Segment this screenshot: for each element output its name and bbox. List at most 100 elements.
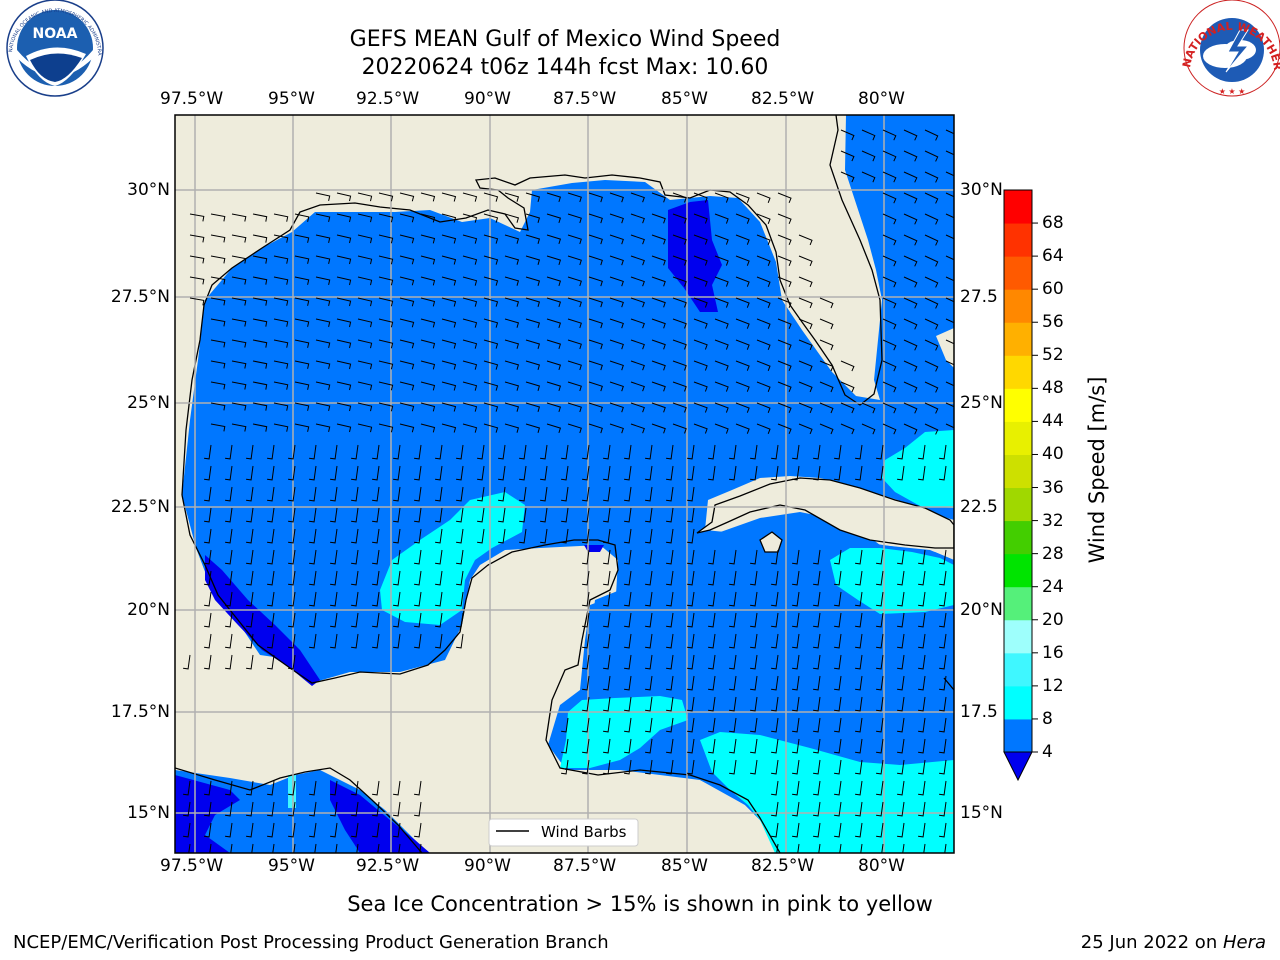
wind-barb — [708, 759, 716, 775]
lat-label-right: 17.5 — [960, 702, 998, 722]
colorbar-tick-label: 32 — [1042, 510, 1064, 531]
wind-barb — [729, 549, 737, 565]
wind-barb — [462, 234, 478, 244]
wind-barb — [756, 360, 771, 371]
wind-barb — [414, 780, 422, 796]
wind-barb — [918, 465, 926, 481]
wind-barb — [687, 759, 695, 775]
wind-barb — [420, 234, 436, 244]
wind-barb — [372, 549, 380, 565]
wind-barb — [672, 192, 687, 203]
wind-barb — [336, 255, 352, 265]
wind-barb — [813, 444, 821, 460]
wind-barb — [924, 318, 939, 330]
wind-barb — [252, 297, 268, 306]
wind-barb — [588, 402, 603, 413]
wind-barb — [924, 129, 939, 141]
wind-barb — [246, 549, 254, 565]
wind-barb — [246, 528, 254, 544]
wind-barb — [750, 759, 758, 775]
wind-barb — [798, 360, 813, 372]
wind-barb — [456, 444, 464, 460]
wind-barb — [714, 255, 729, 266]
lon-label-bottom: 85°W — [661, 856, 708, 876]
wind-barb — [315, 402, 331, 412]
wind-barb — [693, 255, 708, 266]
wind-barb — [420, 402, 436, 412]
wind-barb — [456, 570, 464, 586]
wind-barb — [609, 381, 624, 392]
wind-barb — [225, 465, 233, 481]
wind-barb — [330, 444, 338, 460]
wind-barb — [918, 549, 926, 565]
wind-barb — [231, 276, 247, 285]
wind-barb — [210, 318, 226, 327]
wind-barb — [708, 654, 716, 670]
wind-barb — [645, 528, 653, 544]
wind-barb — [225, 528, 233, 544]
wind-barb — [378, 192, 394, 202]
legend-label: Wind Barbs — [541, 823, 627, 841]
wind-barb — [792, 465, 800, 481]
wind-barb — [918, 570, 926, 586]
wind-barb — [462, 255, 478, 265]
wind-barb — [582, 675, 590, 691]
wind-barb — [945, 318, 954, 324]
wind-barb — [672, 276, 687, 287]
lat-label-right: 15°N — [960, 803, 1003, 823]
wind-barb — [756, 276, 771, 287]
colorbar-segment — [1004, 520, 1032, 555]
wind-barb — [855, 444, 863, 460]
wind-barb — [273, 402, 289, 411]
wind-barb — [582, 696, 590, 712]
wind-barb — [189, 297, 205, 306]
wind-barb — [687, 465, 695, 481]
wind-barb — [645, 738, 653, 754]
wind-barb — [735, 234, 750, 245]
wind-barb — [918, 633, 926, 649]
wind-barb — [309, 822, 317, 838]
wind-barb — [750, 465, 758, 481]
wind-barb — [897, 801, 905, 817]
wind-barb — [582, 759, 590, 775]
wind-barb — [672, 381, 687, 392]
wind-barb — [372, 591, 380, 607]
wind-barb — [288, 591, 296, 607]
wind-barb — [756, 297, 771, 308]
wind-barb — [798, 255, 813, 267]
wind-barb — [645, 633, 653, 649]
wind-barb — [813, 465, 821, 481]
wind-barb — [483, 339, 499, 349]
wind-barb — [897, 738, 905, 754]
graticule — [175, 115, 954, 853]
wind-barb — [687, 675, 695, 691]
wind-barb — [393, 780, 401, 796]
wind-barb — [813, 675, 821, 691]
wind-barb — [687, 486, 695, 502]
wind-barb — [267, 780, 275, 796]
wind-barb — [561, 465, 569, 481]
wind-barb — [357, 192, 373, 202]
wind-barb — [288, 801, 296, 817]
wind-barb — [876, 717, 884, 733]
wind-barb — [603, 654, 611, 670]
wind-barb — [309, 465, 317, 481]
wind-barb — [944, 843, 947, 853]
wind-barb — [399, 297, 415, 307]
wind-barb — [356, 843, 359, 853]
wind-barb — [666, 528, 674, 544]
wind-barb — [267, 801, 275, 817]
wind-barb — [666, 549, 674, 565]
wind-barb — [210, 381, 226, 390]
wind-barb — [750, 570, 758, 586]
lon-label-bottom: 82.5°W — [751, 856, 815, 876]
wind-barb — [777, 192, 792, 203]
wind-barb — [288, 507, 296, 523]
wind-barb — [651, 276, 666, 287]
wind-barb — [714, 192, 729, 203]
wind-barb — [903, 192, 918, 204]
wind-barb — [456, 549, 464, 565]
wind-barb — [687, 507, 695, 523]
wind-barb — [708, 717, 716, 733]
wind-barb — [777, 339, 792, 350]
